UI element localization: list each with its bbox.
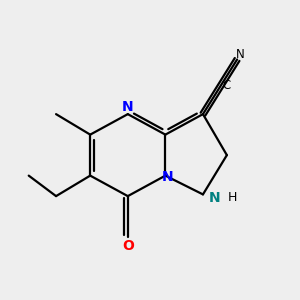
Text: O: O xyxy=(122,239,134,253)
Text: C: C xyxy=(223,79,231,92)
Text: N: N xyxy=(236,48,245,61)
Text: N: N xyxy=(161,170,173,184)
Text: H: H xyxy=(227,191,237,204)
Text: N: N xyxy=(209,191,221,205)
Text: N: N xyxy=(122,100,134,114)
